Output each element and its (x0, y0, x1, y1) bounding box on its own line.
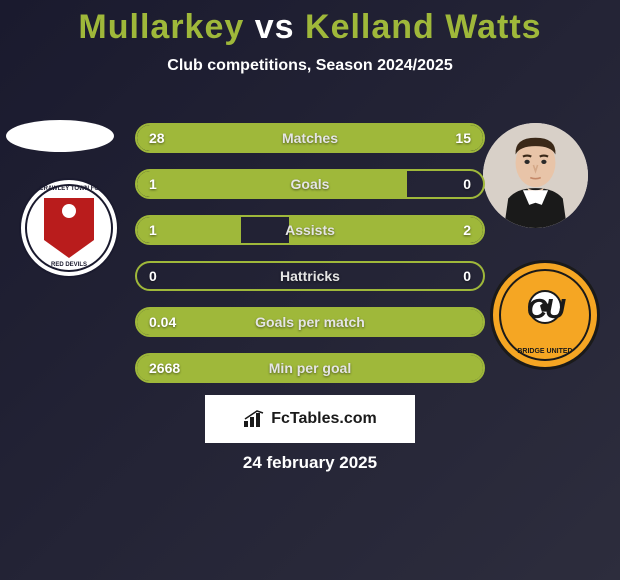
stat-row: 1Assists2 (135, 215, 485, 245)
watermark: FcTables.com (205, 395, 415, 443)
date: 24 february 2025 (0, 453, 620, 473)
stat-row: 28Matches15 (135, 123, 485, 153)
stat-label: Goals per match (137, 314, 483, 330)
club1-crest (44, 198, 94, 258)
stat-row: 1Goals0 (135, 169, 485, 199)
player1-photo (6, 120, 114, 152)
stats-container: 28Matches15 1Goals0 1Assists2 0Hattricks0 0.… (135, 123, 485, 399)
player2-photo (483, 123, 588, 228)
club2-abbrev: CU (527, 293, 563, 325)
chart-icon (243, 410, 265, 428)
club2-badge: CU BRIDGE UNITED (490, 260, 600, 370)
stat-value-right: 2 (421, 222, 471, 238)
club2-text-bottom: BRIDGE UNITED (493, 348, 597, 355)
watermark-text: FcTables.com (271, 410, 377, 428)
player1-name: Mullarkey (78, 8, 244, 46)
comparison-title: Mullarkey vs Kelland Watts (0, 0, 620, 47)
vs-text: vs (255, 8, 295, 46)
club1-badge: CRAWLEY TOWN FC RED DEVILS (19, 178, 119, 278)
stat-label: Min per goal (137, 360, 483, 376)
stat-row: 0.04Goals per match (135, 307, 485, 337)
stat-row: 0Hattricks0 (135, 261, 485, 291)
stat-row: 2668Min per goal (135, 353, 485, 383)
stat-value-right: 0 (421, 176, 471, 192)
stat-value-right: 15 (421, 130, 471, 146)
stat-value-right: 0 (421, 268, 471, 284)
club1-text-top: CRAWLEY TOWN FC (21, 186, 117, 192)
subtitle: Club competitions, Season 2024/2025 (0, 57, 620, 75)
player2-name: Kelland Watts (305, 8, 542, 46)
club1-text-bottom: RED DEVILS (21, 262, 117, 268)
